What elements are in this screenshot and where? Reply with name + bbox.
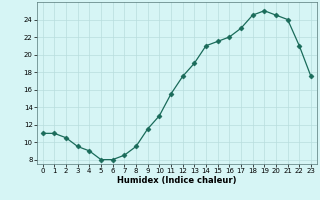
X-axis label: Humidex (Indice chaleur): Humidex (Indice chaleur) xyxy=(117,176,236,185)
